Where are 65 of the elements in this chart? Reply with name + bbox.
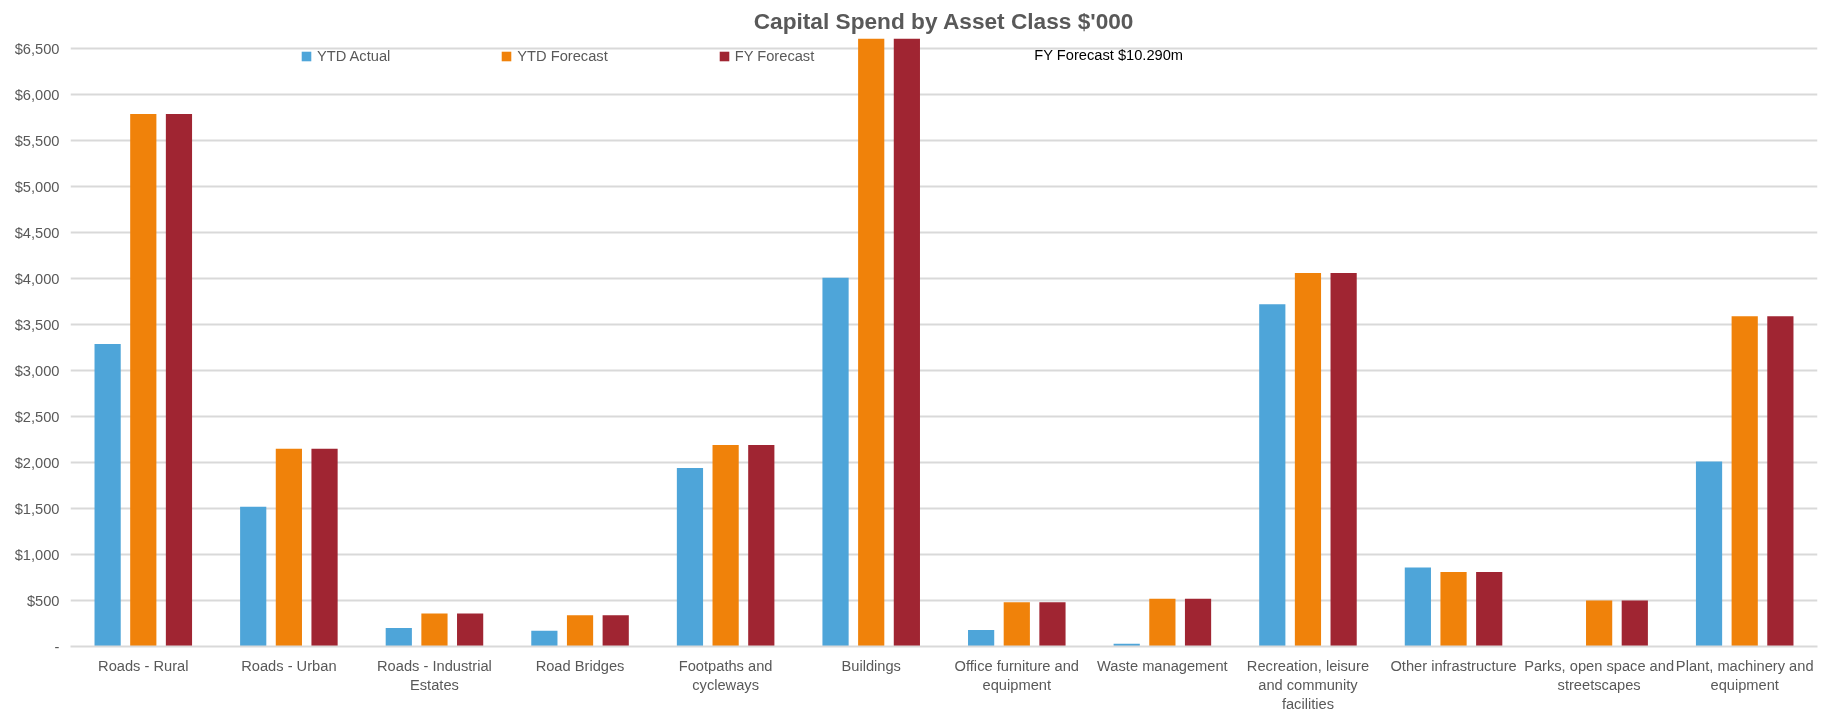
bar — [822, 277, 849, 647]
bar — [1330, 273, 1357, 647]
bar — [1621, 600, 1648, 647]
bar — [1294, 273, 1322, 647]
x-tick-label: Waste management — [1097, 657, 1228, 674]
legend-label: FY Forecast — [734, 48, 815, 64]
y-tick-label: $5,000 — [14, 178, 60, 195]
y-tick-label: $3,500 — [14, 316, 60, 333]
y-tick-label: $2,000 — [14, 454, 60, 471]
y-tick-label: $3,000 — [14, 362, 60, 379]
chart-title: Capital Spend by Asset Class $'000 — [753, 7, 1134, 34]
bar — [1731, 316, 1758, 647]
bar — [94, 343, 121, 647]
x-tick-label: Other infrastructure — [1390, 657, 1517, 674]
x-tick-label: Road Bridges — [535, 657, 625, 674]
bar — [1695, 461, 1723, 647]
bar — [275, 448, 302, 647]
bar — [457, 613, 484, 647]
bar — [1003, 602, 1030, 647]
bar — [130, 113, 157, 647]
legend-label: YTD Actual — [317, 48, 391, 64]
y-tick-label: $5,500 — [14, 132, 60, 149]
bar — [1039, 602, 1066, 647]
x-tick-label: Buildings — [841, 657, 901, 674]
y-tick-label: $500 — [26, 592, 60, 609]
bar — [1184, 598, 1212, 647]
x-tick-label: Plant, machinery and equipment — [1675, 657, 1814, 693]
bar — [240, 506, 267, 647]
bar — [311, 448, 338, 647]
bar — [165, 113, 193, 647]
bar — [676, 468, 704, 647]
legend-label: YTD Forecast — [517, 48, 608, 64]
y-tick-label: $6,500 — [14, 40, 60, 57]
bar — [1259, 304, 1286, 647]
bar — [712, 445, 739, 647]
bar — [858, 38, 885, 647]
bar — [1767, 316, 1794, 647]
bar — [602, 615, 629, 647]
y-tick-label: $4,000 — [14, 270, 60, 287]
bar — [421, 613, 448, 647]
bar — [1476, 571, 1503, 647]
x-tick-label: Roads - Urban — [241, 657, 337, 674]
y-tick-label: $1,500 — [14, 500, 60, 517]
bar — [385, 628, 412, 647]
bar — [1404, 567, 1431, 647]
bar — [1149, 598, 1176, 647]
y-tick-label: $6,000 — [14, 86, 60, 103]
y-tick-label: $2,500 — [14, 408, 60, 425]
y-tick-label: $4,500 — [14, 224, 60, 241]
bar — [531, 630, 558, 647]
bar — [566, 615, 594, 647]
bar — [1440, 571, 1467, 647]
x-tick-label: Office furniture and equipment — [954, 657, 1079, 693]
x-tick-label: Footpaths and cycleways — [678, 657, 773, 693]
x-tick-label: Roads - Industrial Estates — [377, 657, 492, 693]
bar — [893, 38, 920, 647]
x-tick-label: Roads - Rural — [98, 657, 189, 674]
y-tick-label: - — [54, 638, 60, 655]
bar — [1586, 600, 1613, 647]
x-tick-label: Recreation, leisure and community facilities — [1246, 657, 1370, 712]
x-tick-label: Parks, open space and streetscapes — [1524, 657, 1675, 693]
annotation: FY Forecast $10.290m — [1034, 46, 1184, 63]
bar — [968, 629, 995, 647]
y-tick-label: $1,000 — [14, 546, 60, 563]
bar — [748, 445, 775, 647]
